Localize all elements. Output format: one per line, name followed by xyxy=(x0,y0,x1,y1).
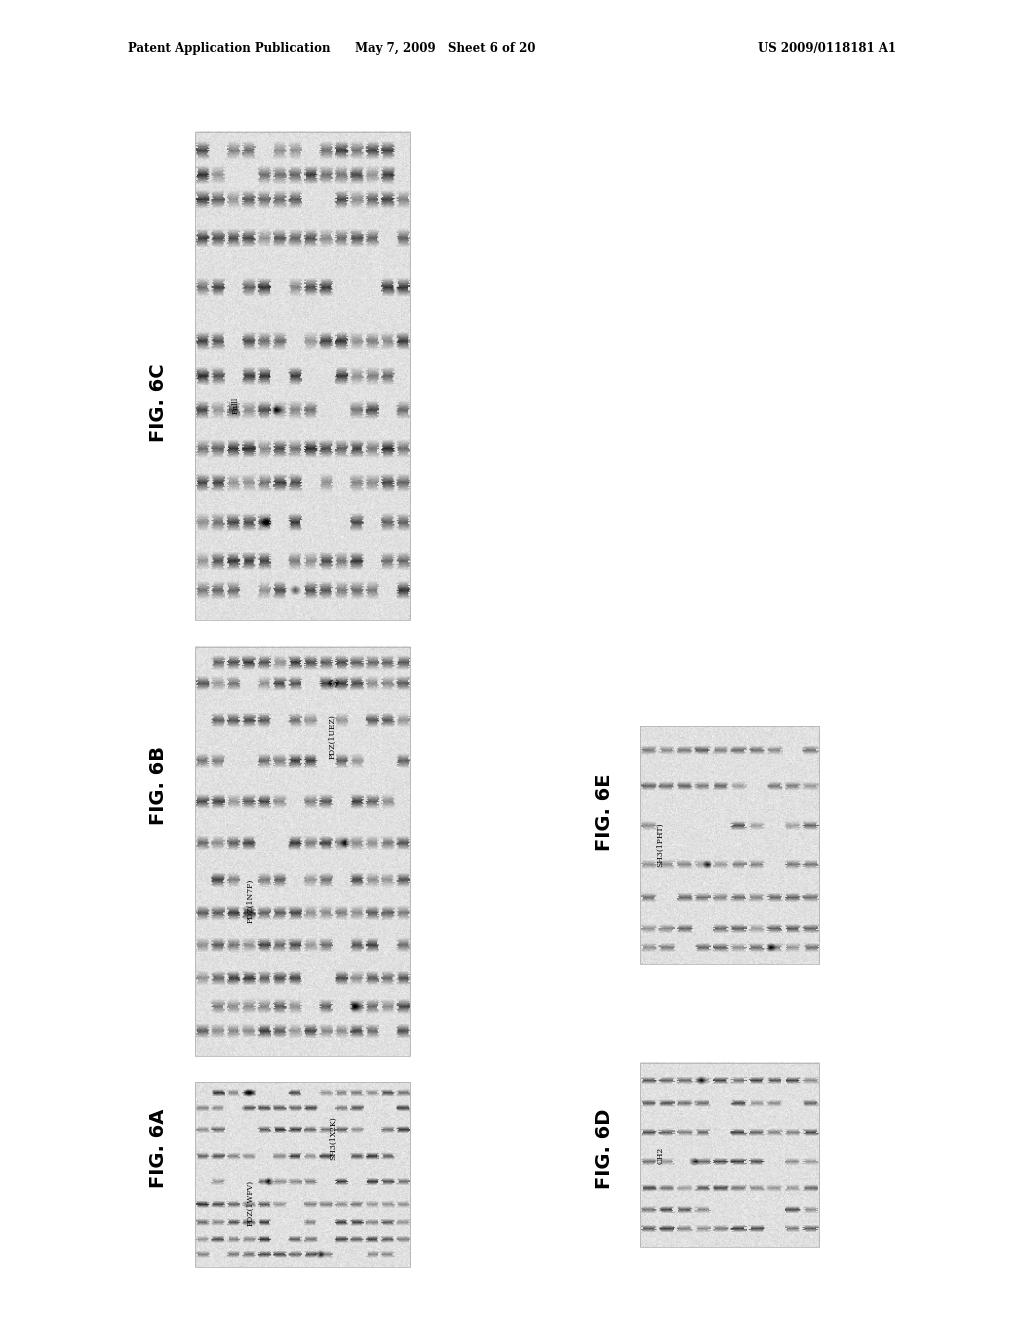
Text: PDZ(1UEZ): PDZ(1UEZ) xyxy=(329,714,337,759)
Text: FIG. 6C: FIG. 6C xyxy=(150,363,168,442)
Bar xyxy=(640,726,819,964)
Text: FIG. 6A: FIG. 6A xyxy=(150,1109,168,1188)
Text: SH3(1PHT): SH3(1PHT) xyxy=(656,822,665,867)
Text: FIG. 6B: FIG. 6B xyxy=(150,746,168,825)
Text: CH2: CH2 xyxy=(656,1146,665,1164)
Text: FIG. 6D: FIG. 6D xyxy=(595,1109,613,1188)
Text: PDZ(1WFV): PDZ(1WFV) xyxy=(247,1180,255,1225)
Text: PDZ(1N7F): PDZ(1N7F) xyxy=(247,878,255,923)
Bar xyxy=(640,1063,819,1247)
Text: US 2009/0118181 A1: US 2009/0118181 A1 xyxy=(758,42,896,54)
Text: Patent Application Publication: Patent Application Publication xyxy=(128,42,331,54)
Text: SH3(1X2K): SH3(1X2K) xyxy=(329,1115,337,1160)
Bar xyxy=(195,647,410,1056)
Text: Fnlll: Fnlll xyxy=(231,397,240,414)
Bar xyxy=(195,132,410,620)
Bar xyxy=(195,1082,410,1267)
Text: FIG. 6E: FIG. 6E xyxy=(595,774,613,850)
Text: May 7, 2009   Sheet 6 of 20: May 7, 2009 Sheet 6 of 20 xyxy=(355,42,536,54)
